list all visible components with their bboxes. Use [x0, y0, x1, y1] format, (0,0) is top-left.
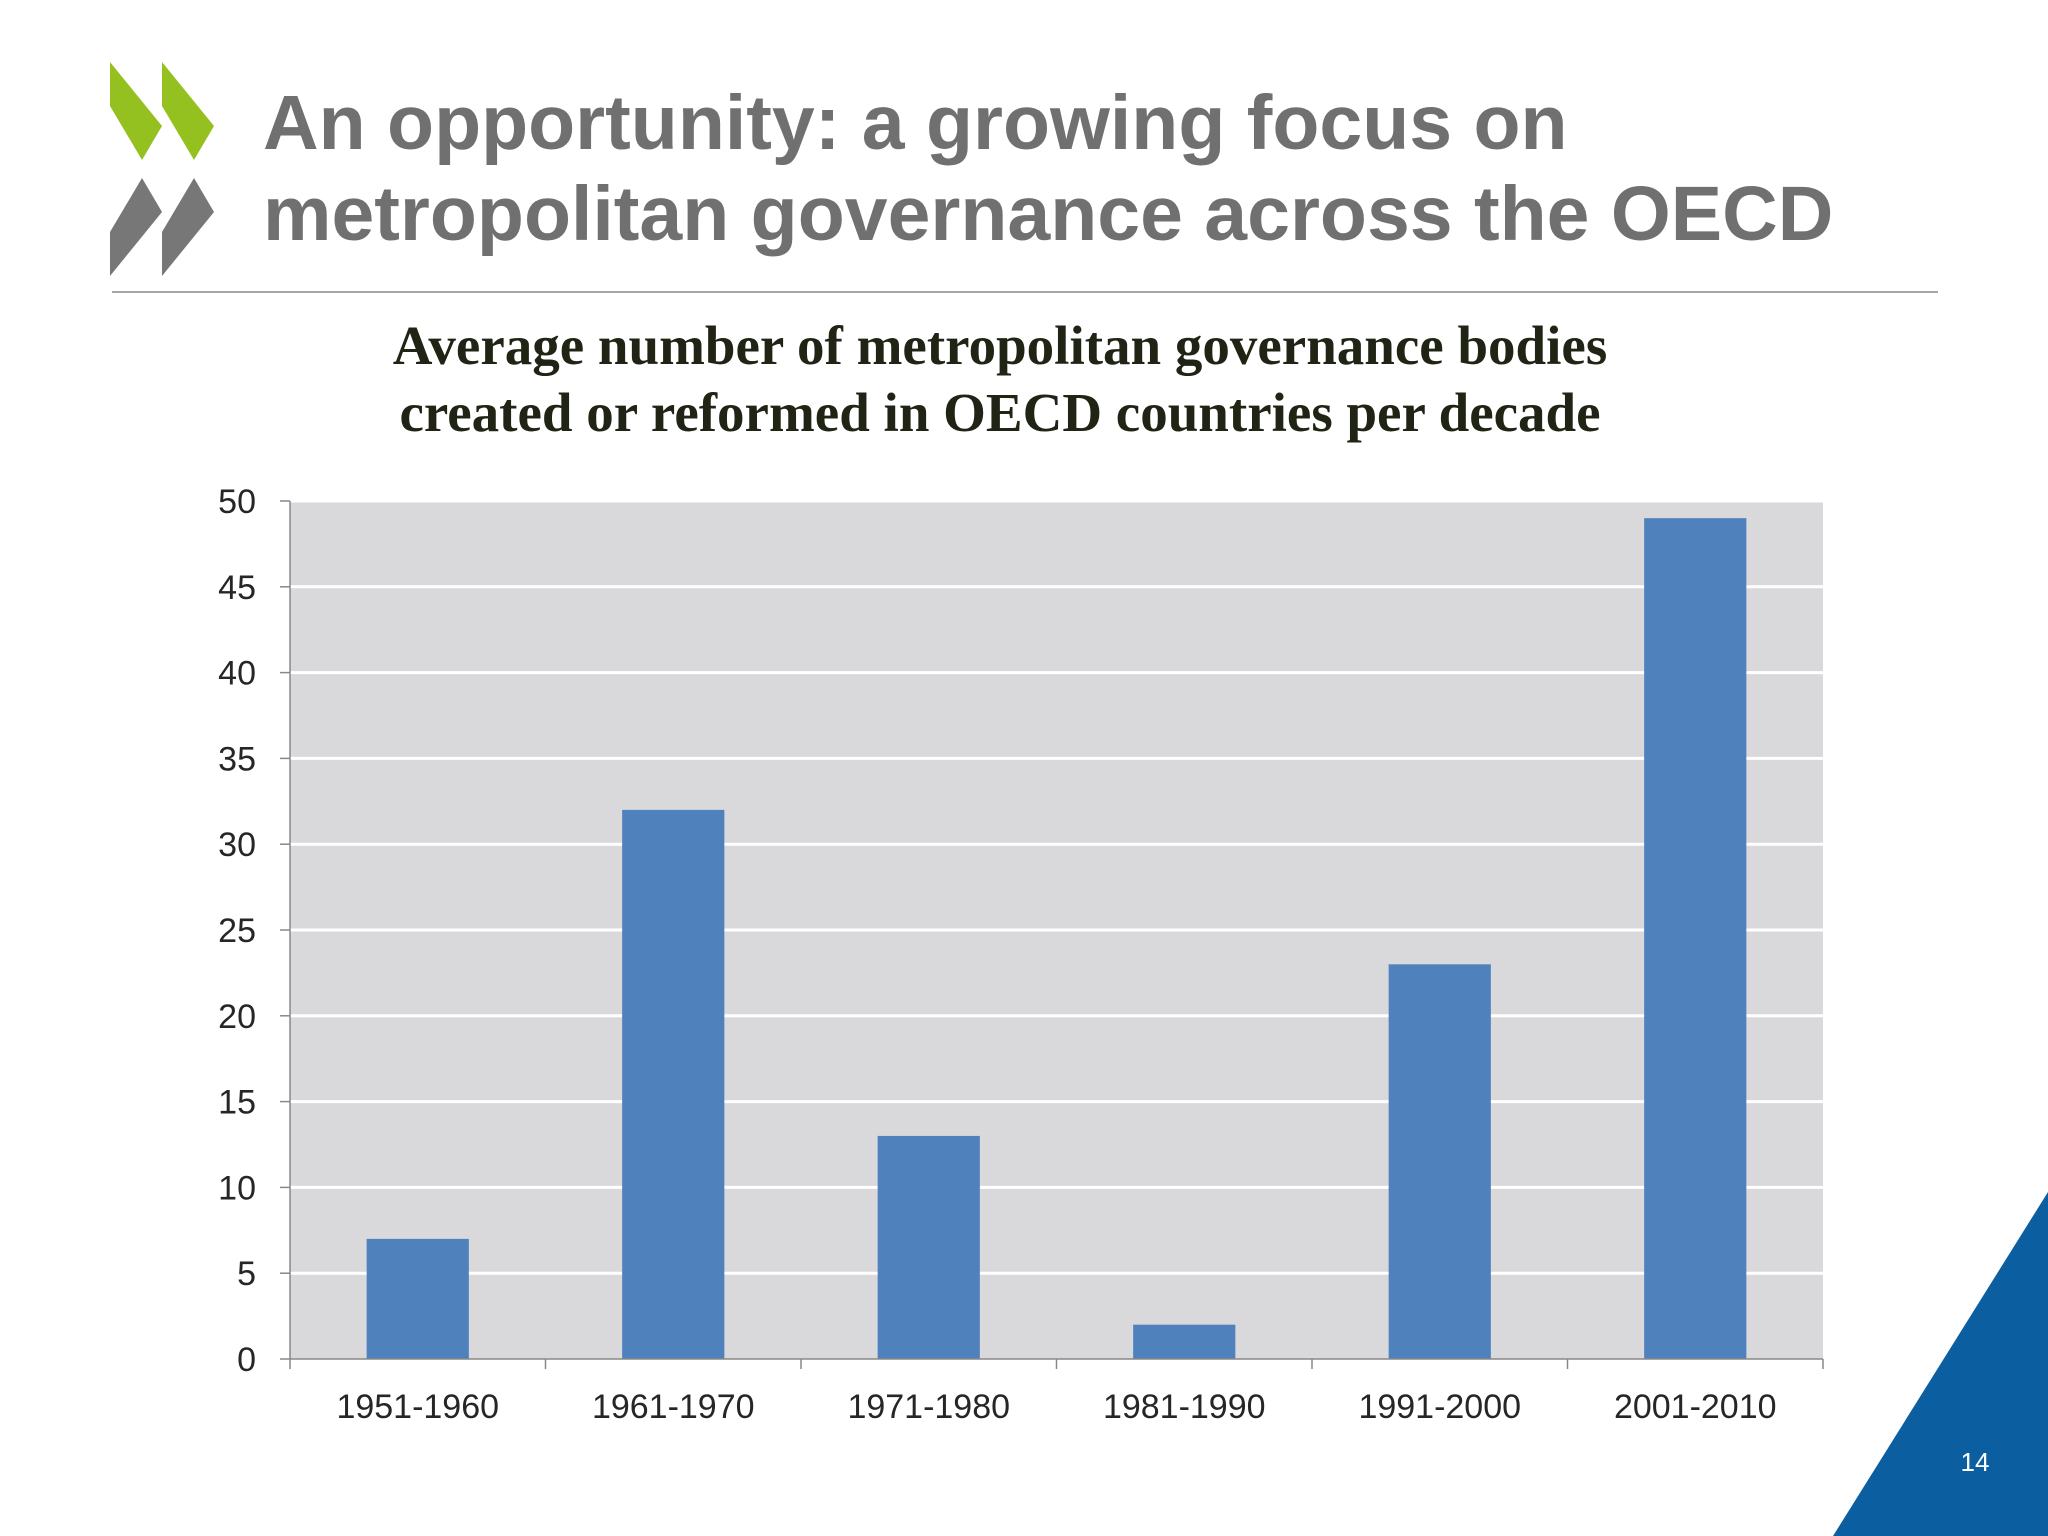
- slide-title-line-1: An opportunity: a growing focus on: [263, 80, 1568, 166]
- y-tick-label: 50: [218, 483, 256, 521]
- x-tick-label: 1951-1960: [336, 1388, 499, 1426]
- logo-chevron-green-left: [110, 62, 162, 160]
- x-tick-label: 1991-2000: [1358, 1388, 1521, 1426]
- gridlines: [290, 499, 1823, 1275]
- bar-1971-1980: [877, 1135, 980, 1359]
- chart-title: Average number of metropolitan governanc…: [200, 312, 1800, 446]
- y-tick-label: 15: [218, 1084, 256, 1122]
- page-number: 14: [1960, 1447, 1990, 1477]
- bar-2001-2010: [1644, 518, 1747, 1359]
- bar-1981-1990: [1133, 1324, 1236, 1359]
- x-tick-label: 1981-1990: [1103, 1388, 1266, 1426]
- y-tick-label: 30: [218, 826, 256, 864]
- x-tick-label: 2001-2010: [1614, 1388, 1777, 1426]
- y-tick-labels: 0 5 10 15 20 25 30 35 40 45 50: [218, 483, 256, 1379]
- logo-chevron-grey-left: [110, 178, 162, 276]
- y-tick-label: 5: [237, 1255, 256, 1293]
- y-tick-label: 35: [218, 740, 256, 778]
- bars: [366, 518, 1747, 1359]
- logo-chevron-green-right: [162, 62, 214, 160]
- y-tick-label: 40: [218, 655, 256, 693]
- title-divider: [112, 291, 1938, 293]
- chart-title-line-1: Average number of metropolitan governanc…: [392, 315, 1608, 376]
- oecd-logo: [110, 62, 214, 276]
- y-tick-label: 10: [218, 1169, 256, 1207]
- y-tick-label: 0: [237, 1341, 256, 1379]
- bar-1961-1970: [622, 809, 725, 1359]
- y-tick-label: 25: [218, 912, 256, 950]
- bar-1951-1960: [366, 1238, 469, 1359]
- slide-title: An opportunity: a growing focus on metro…: [263, 78, 1983, 260]
- x-tick-labels: 1951-1960 1961-1970 1971-1980 1981-1990 1991…: [336, 1388, 1776, 1426]
- bar-1991-2000: [1388, 964, 1491, 1359]
- y-tick-label: 45: [218, 569, 256, 607]
- slide-title-line-2: metropolitan governance across the OECD: [263, 171, 1834, 257]
- y-tick-label: 20: [218, 998, 256, 1036]
- chart-title-line-2: created or reformed in OECD countries pe…: [399, 382, 1601, 443]
- x-tick-label: 1961-1970: [592, 1388, 755, 1426]
- logo-chevron-grey-right: [162, 178, 214, 276]
- axes: [280, 500, 1824, 1369]
- x-tick-label: 1971-1980: [847, 1388, 1010, 1426]
